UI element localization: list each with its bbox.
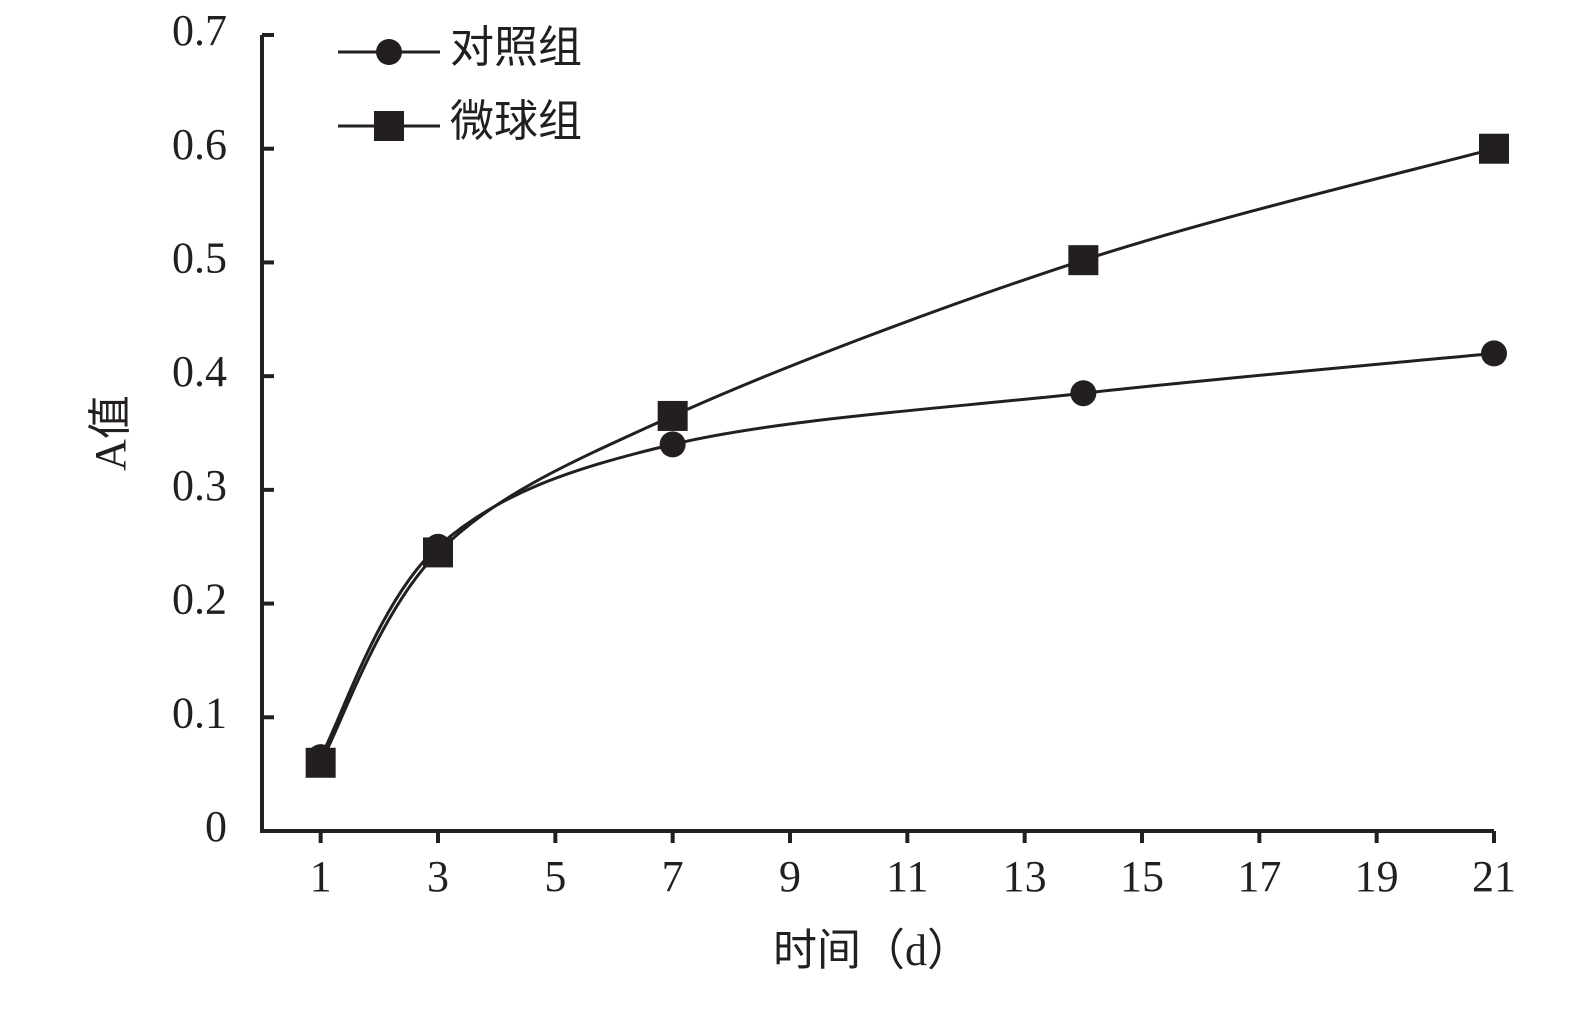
x-tick-label: 17 [1237,852,1281,901]
x-tick-label: 11 [886,852,928,901]
legend-label: 微球组 [450,97,582,146]
y-tick-label: 0.7 [172,6,227,55]
y-tick-label: 0 [205,802,227,851]
x-tick-label: 3 [427,852,449,901]
marker [1481,340,1507,367]
y-tick-label: 0.3 [172,461,227,510]
x-tick-label: 1 [310,852,332,901]
marker [1070,380,1097,407]
x-axis-label: 时间（d） [773,926,971,975]
marker [1479,133,1509,164]
x-tick-label: 5 [544,852,566,901]
y-tick-label: 0.6 [172,120,227,169]
x-tick-label: 9 [779,852,801,901]
x-tick-label: 13 [1003,852,1047,901]
y-tick-label: 0.4 [172,347,227,396]
y-tick-label: 0.2 [172,575,227,624]
y-axis-label: A值 [86,395,135,471]
marker [657,400,688,431]
marker [1068,245,1099,276]
x-tick-label: 19 [1355,852,1399,901]
y-tick-label: 0.5 [172,234,227,283]
marker [659,431,686,458]
x-tick-label: 21 [1472,852,1516,901]
series-line [319,351,1495,758]
marker [305,747,336,778]
y-tick-label: 0.1 [172,688,227,737]
x-tick-label: 15 [1120,852,1164,901]
legend-marker [374,111,404,141]
x-tick-label: 7 [662,852,684,901]
legend-marker [376,39,402,65]
legend-label: 对照组 [450,23,582,72]
series-line [319,147,1495,764]
marker [423,537,453,568]
